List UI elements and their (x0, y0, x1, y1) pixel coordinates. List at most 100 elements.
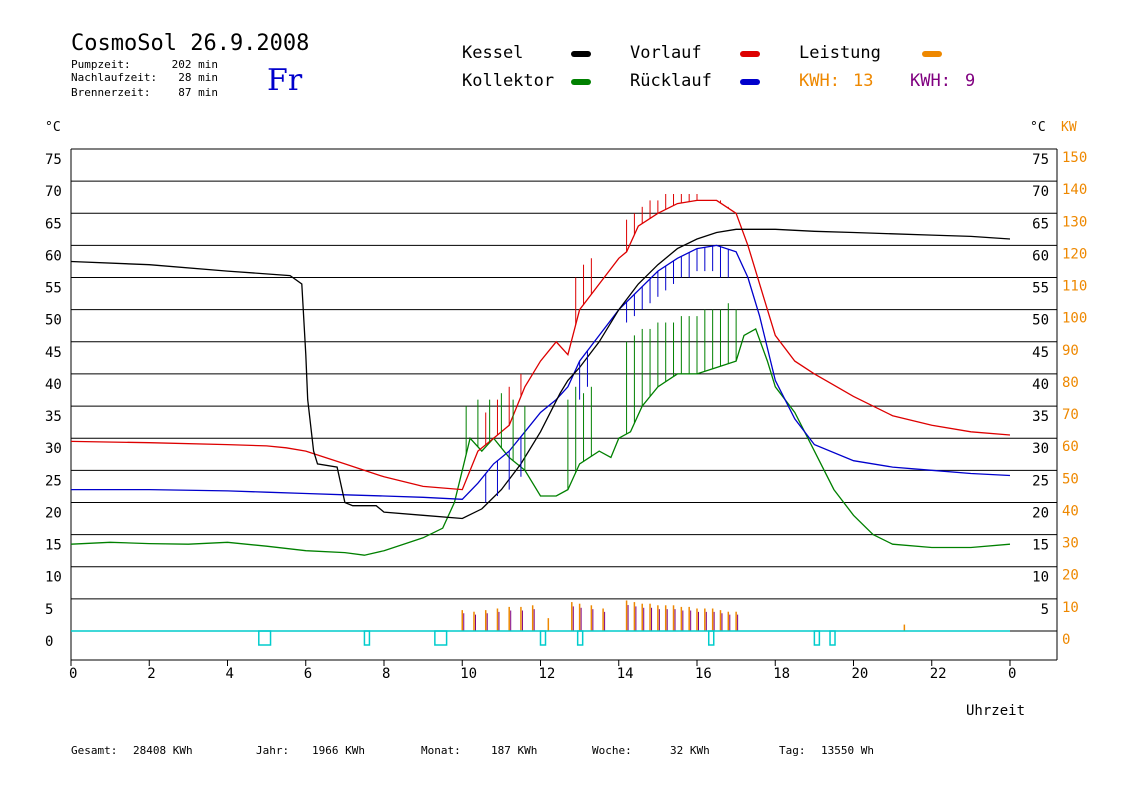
pump-marker-7 (829, 630, 836, 646)
legend-vorlauf-swatch (740, 51, 760, 57)
x-tick-11: 22 (930, 666, 947, 682)
y-tick-left-15: 75 (45, 152, 62, 168)
pumpzeit-label: Pumpzeit: (71, 58, 131, 71)
legend-leistung-label: Leistung (799, 43, 881, 63)
kw-tick-6: 60 (1062, 439, 1079, 455)
series-kessel-line (70, 228, 1011, 520)
x-tick-6: 12 (539, 666, 556, 682)
kw-tick-14: 140 (1062, 182, 1087, 198)
kw-tick-15: 150 (1062, 150, 1087, 166)
y-ticks-right: 5 10 15 20 25 30 35 40 45 50 55 60 65 70 75 (1032, 152, 1049, 618)
y-tick-left-13: 65 (45, 216, 62, 232)
x-tick-4: 8 (382, 666, 390, 682)
pump-marker-1 (363, 630, 371, 646)
y-tick-left-0: 0 (45, 634, 53, 650)
y-ticks-left: 0 5 10 15 20 25 30 35 40 45 50 55 60 65 70 75 (45, 152, 62, 650)
series-vorlauf-line (70, 199, 1011, 491)
pump-marker-5 (707, 630, 715, 646)
nachlaufzeit-value: 28 min (178, 71, 218, 84)
y-tick-right-7: 35 (1032, 409, 1049, 425)
legend-kollektor-label: Kollektor (462, 71, 554, 91)
y-tick-right-9: 45 (1032, 345, 1049, 361)
gesamt-value: 28408 KWh (133, 744, 193, 757)
nachlaufzeit-label: Nachlaufzeit: (71, 71, 157, 84)
kw-tick-2: 20 (1062, 568, 1079, 584)
x-tick-8: 16 (695, 666, 712, 682)
pump-marker-2 (434, 630, 448, 646)
legend-leistung-swatch (922, 51, 942, 57)
y-axis-unit-kw: KW (1061, 120, 1077, 135)
pump-markers (71, 630, 1010, 646)
grid (70, 148, 1058, 661)
x-tick-10: 20 (852, 666, 869, 682)
kw-tick-11: 110 (1062, 279, 1087, 295)
pump-marker-3 (539, 630, 547, 646)
pump-marker-4 (576, 630, 584, 646)
y-tick-left-1: 5 (45, 602, 53, 618)
gesamt-label: Gesamt: (71, 744, 117, 757)
y-tick-right-6: 30 (1032, 441, 1049, 457)
kw-tick-13: 130 (1062, 214, 1087, 230)
y-tick-right-14: 70 (1032, 184, 1049, 200)
monat-value: 187 KWh (491, 744, 537, 757)
kw-tick-10: 100 (1062, 311, 1087, 327)
brennerzeit-label: Brennerzeit: (71, 86, 150, 99)
y-tick-right-1: 5 (1041, 602, 1049, 618)
woche-value: 32 KWh (670, 744, 710, 757)
y-tick-right-13: 65 (1032, 216, 1049, 232)
series-kollektor-line (70, 327, 1011, 556)
y-tick-left-5: 25 (45, 473, 62, 489)
y-tick-left-11: 55 (45, 281, 62, 297)
tag-label: Tag: (779, 744, 806, 757)
y-tick-left-3: 15 (45, 538, 62, 554)
y-tick-left-12: 60 (45, 248, 62, 264)
kwh-second-label: KWH: (910, 71, 951, 91)
y-tick-left-2: 10 (45, 570, 62, 586)
x-tick-1: 2 (147, 666, 155, 682)
chart-title: CosmoSol 26.9.2008 (71, 31, 309, 56)
kwh-second-value: 9 (965, 71, 975, 91)
kw-tick-1: 10 (1062, 600, 1079, 616)
x-tick-7: 14 (617, 666, 634, 682)
jahr-label: Jahr: (256, 744, 289, 757)
y-tick-right-3: 15 (1032, 538, 1049, 554)
y-tick-right-2: 10 (1032, 570, 1049, 586)
y-tick-left-8: 40 (45, 377, 62, 393)
x-tick-9: 18 (773, 666, 790, 682)
legend-kessel-swatch (571, 51, 591, 57)
header-stats: Pumpzeit: 202 min Nachlaufzeit: 28 min B… (71, 58, 218, 99)
power-bars (461, 600, 906, 631)
y-tick-right-11: 55 (1032, 281, 1049, 297)
kw-tick-3: 30 (1062, 536, 1079, 552)
pump-marker-6 (813, 630, 821, 646)
woche-label: Woche: (592, 744, 632, 757)
kw-tick-9: 90 (1062, 343, 1079, 359)
x-ticks: 0 2 4 6 8 10 12 14 16 18 20 22 0 (69, 660, 1016, 682)
y-tick-left-7: 35 (45, 409, 62, 425)
series-ruecklauf-line (71, 244, 1011, 500)
brennerzeit-value: 87 min (178, 86, 218, 99)
kw-tick-5: 50 (1062, 471, 1079, 487)
x-tick-0: 0 (69, 666, 77, 682)
y-tick-left-6: 30 (45, 441, 62, 457)
legend-ruecklauf-label: Rücklauf (630, 71, 712, 91)
kw-tick-7: 70 (1062, 407, 1079, 423)
y-tick-left-4: 20 (45, 505, 62, 521)
x-axis-label: Uhrzeit (966, 703, 1025, 719)
y-tick-left-10: 50 (45, 313, 62, 329)
y-tick-right-8: 40 (1032, 377, 1049, 393)
kwh-leistung-value: 13 (853, 71, 873, 91)
pumpzeit-value: 202 min (172, 58, 218, 71)
kw-tick-0: 0 (1062, 632, 1070, 648)
y-tick-left-14: 70 (45, 184, 62, 200)
y-tick-left-9: 45 (45, 345, 62, 361)
legend-kessel-label: Kessel (462, 43, 523, 63)
kwh-leistung-label: KWH: (799, 71, 840, 91)
legend-vorlauf-label: Vorlauf (630, 43, 702, 63)
x-tick-5: 10 (460, 666, 477, 682)
y-tick-right-4: 20 (1032, 505, 1049, 521)
y-tick-right-15: 75 (1032, 152, 1049, 168)
x-tick-12: 0 (1008, 666, 1016, 682)
x-tick-2: 4 (226, 666, 234, 682)
